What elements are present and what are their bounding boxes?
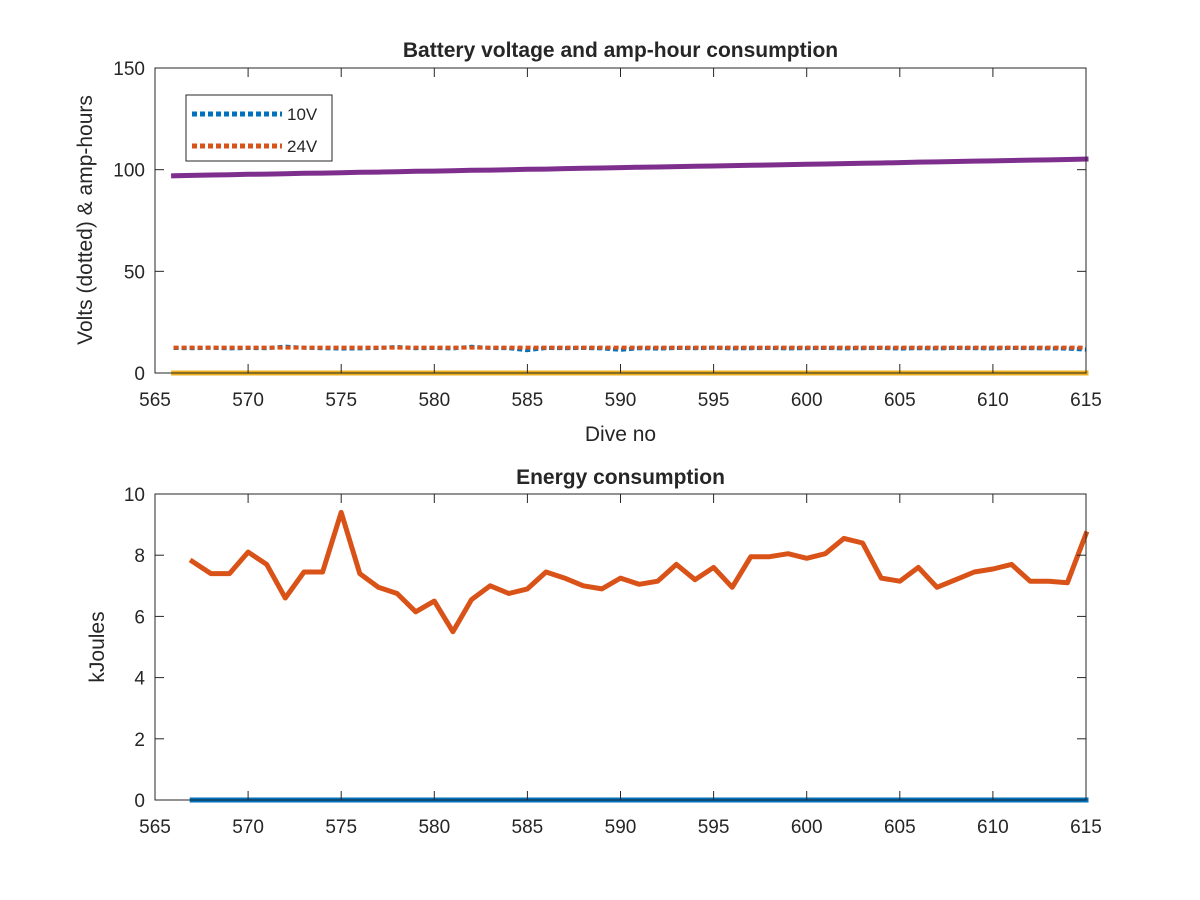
x-tick-labels: 565 570 575 580 585 590 595 600 605 610 615 — [139, 817, 1102, 838]
y-tick-label: 10 — [124, 485, 145, 506]
x-tick-label: 585 — [512, 817, 544, 838]
x-tick-label: 575 — [325, 817, 357, 838]
axes-frame — [154, 493, 1087, 801]
legend: 10V 24V — [185, 94, 333, 162]
x-tick-label: 615 — [1070, 817, 1102, 838]
y-tick-label: 0 — [134, 791, 145, 812]
y-tick-label: 0 — [134, 364, 145, 385]
x-tick-label: 575 — [325, 390, 357, 411]
x-tick-label: 565 — [139, 817, 171, 838]
y-tick-labels: 0 50 100 150 — [113, 59, 145, 385]
chart-title: Battery voltage and amp-hour consumption — [403, 39, 838, 62]
x-tick-label: 605 — [884, 390, 916, 411]
x-tick-labels: 565 570 575 580 585 590 595 600 605 610 615 — [139, 390, 1102, 411]
legend-label-24v: 24V — [287, 137, 318, 156]
series-line-3 — [171, 156, 1089, 179]
x-tick-label: 610 — [977, 390, 1009, 411]
x-tick-label: 610 — [977, 817, 1009, 838]
x-tick-label: 600 — [791, 390, 823, 411]
y-tick-label: 2 — [134, 730, 145, 751]
energy-chart: 565 570 575 580 585 590 595 600 605 610 615 0 2 4 6 8 1… — [86, 466, 1102, 838]
x-tick-label: 585 — [512, 390, 544, 411]
y-tick-label: 4 — [134, 669, 145, 690]
voltage-amphour-chart: 565 570 575 580 585 590 595 600 605 610 615 0 50 100… — [74, 39, 1102, 446]
legend-box — [185, 94, 333, 162]
y-tick-label: 6 — [134, 607, 145, 628]
y-tick-label: 8 — [134, 546, 145, 567]
x-tick-label: 595 — [698, 390, 730, 411]
y-tick-label: 150 — [113, 59, 145, 80]
axes-frame — [154, 67, 1087, 374]
x-tick-label: 570 — [232, 817, 264, 838]
y-axis-label: Volts (dotted) & amp-hours — [74, 95, 97, 345]
x-tick-label: 580 — [418, 817, 450, 838]
x-tick-label: 590 — [605, 390, 637, 411]
y-tick-label: 100 — [113, 161, 145, 182]
x-tick-label: 580 — [418, 390, 450, 411]
x-axis-label: Dive no — [585, 423, 656, 446]
x-tick-label: 615 — [1070, 390, 1102, 411]
plot-area — [155, 494, 1086, 800]
x-tick-label: 570 — [232, 390, 264, 411]
chart-title: Energy consumption — [516, 466, 725, 489]
y-tick-label: 50 — [124, 262, 145, 283]
series-line-2 — [188, 509, 1090, 635]
x-tick-label: 600 — [791, 817, 823, 838]
legend-label-10v: 10V — [287, 105, 318, 124]
y-tick-labels: 0 2 4 6 8 10 — [124, 485, 146, 812]
x-tick-label: 590 — [605, 817, 637, 838]
x-tick-label: 605 — [884, 817, 916, 838]
x-tick-label: 595 — [698, 817, 730, 838]
y-axis-label: kJoules — [86, 611, 109, 682]
x-tick-label: 565 — [139, 390, 171, 411]
